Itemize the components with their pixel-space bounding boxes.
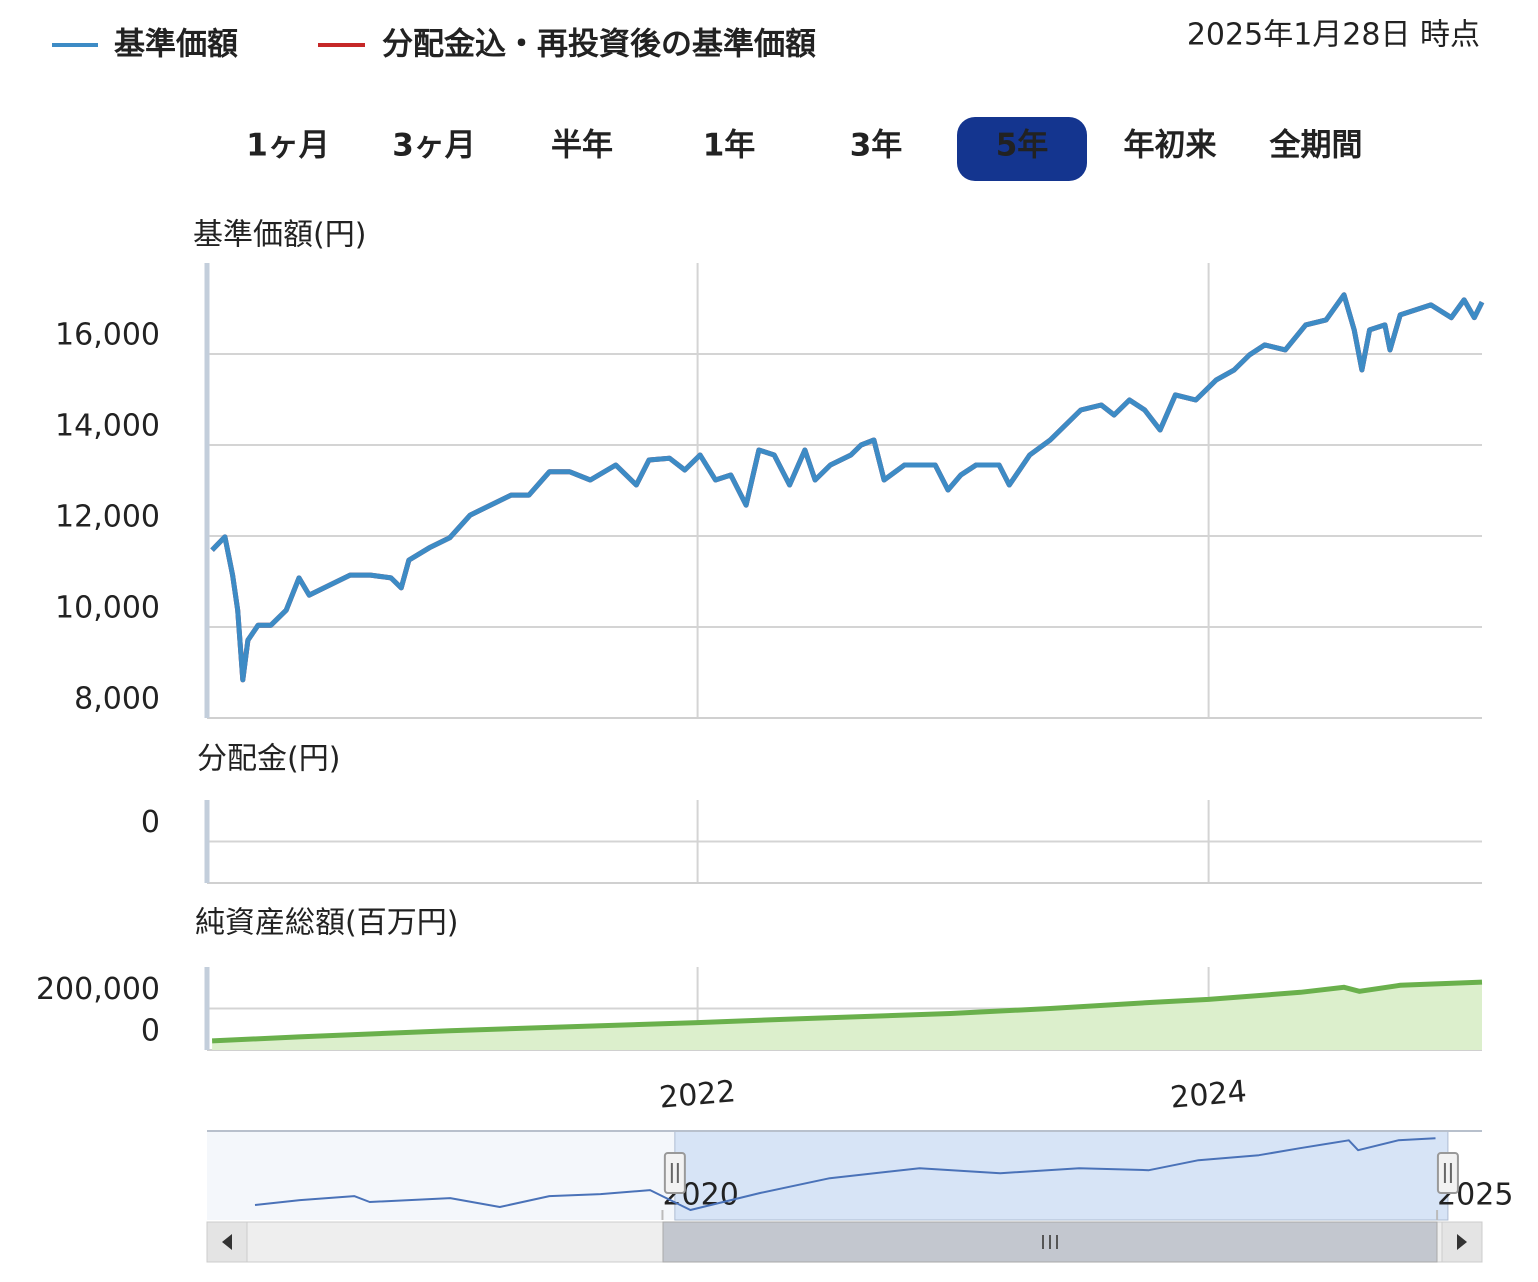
navigator-handle[interactable] — [1436, 1152, 1459, 1194]
line-series — [210, 292, 1485, 683]
y-tick-label: 14,000 — [55, 409, 160, 444]
y-tick-label: 10,000 — [55, 591, 160, 626]
period-label: 1ヶ月 — [246, 128, 330, 164]
panel-title: 純資産総額(百万円) — [195, 906, 458, 941]
x-tick-label: 2022 — [658, 1074, 737, 1116]
period-label: 3ヶ月 — [392, 128, 476, 164]
navigator-outside — [207, 1131, 675, 1220]
line-series — [210, 292, 1485, 683]
x-tick-label: 2024 — [1169, 1074, 1248, 1116]
period-button[interactable] — [957, 117, 1087, 181]
y-tick-label: 0 — [141, 1014, 160, 1049]
arrow-icon — [222, 1234, 232, 1250]
area-line — [211, 979, 1483, 1044]
period-label: 3年 — [850, 128, 903, 164]
legend-label: 分配金込・再投資後の基準価額 — [382, 27, 816, 63]
as-of-date: 2025年1月28日 時点 — [1187, 18, 1480, 53]
period-label: 1年 — [703, 128, 756, 164]
handle-grip — [670, 1163, 679, 1183]
grip-icon — [1042, 1235, 1058, 1249]
panel-title: 分配金(円) — [197, 742, 340, 777]
y-tick-label: 16,000 — [55, 318, 160, 353]
legend-label: 基準価額 — [114, 27, 238, 63]
area-fill — [212, 982, 1483, 1050]
y-tick-label: 0 — [141, 805, 160, 840]
period-label: 5年 — [996, 128, 1049, 164]
y-tick-label: 12,000 — [55, 500, 160, 535]
y-tick-label: 200,000 — [36, 972, 160, 1007]
handle-grip — [1443, 1163, 1452, 1183]
period-label: 年初来 — [1124, 128, 1217, 164]
period-label: 半年 — [551, 128, 613, 164]
y-tick-label: 8,000 — [74, 682, 160, 717]
navigator-window — [674, 1130, 1449, 1221]
period-label: 全期間 — [1269, 128, 1363, 164]
navigator — [206, 1130, 1483, 1263]
line-series — [254, 1137, 1436, 1211]
navigator-handle[interactable] — [663, 1152, 686, 1194]
panel-title: 基準価額(円) — [193, 218, 366, 253]
arrow-icon — [1457, 1234, 1467, 1250]
